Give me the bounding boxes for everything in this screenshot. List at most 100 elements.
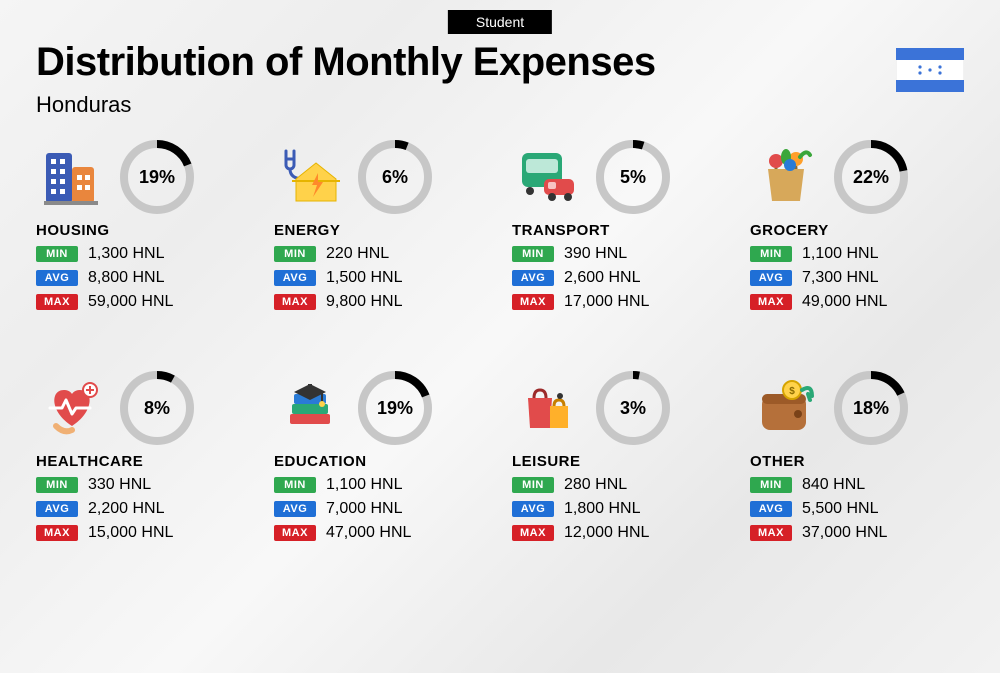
category-name: OTHER [750,453,964,470]
expense-card: 6% ENERGY MIN 220 HNL AVG 1,500 HNL MAX … [274,140,488,311]
avg-value: 2,200 HNL [88,500,165,518]
stat-avg-row: AVG 2,600 HNL [512,269,726,287]
min-value: 1,100 HNL [326,476,403,494]
max-badge: MAX [512,294,554,310]
stat-max-row: MAX 49,000 HNL [750,293,964,311]
other-icon: $ [750,372,822,444]
expense-card: 5% TRANSPORT MIN 390 HNL AVG 2,600 HNL M… [512,140,726,311]
avg-value: 2,600 HNL [564,269,641,287]
avg-badge: AVG [36,270,78,286]
stat-min-row: MIN 390 HNL [512,245,726,263]
stat-avg-row: AVG 7,300 HNL [750,269,964,287]
avg-value: 5,500 HNL [802,500,879,518]
stat-min-row: MIN 1,300 HNL [36,245,250,263]
stat-max-row: MAX 15,000 HNL [36,524,250,542]
stat-avg-row: AVG 7,000 HNL [274,500,488,518]
stat-avg-row: AVG 8,800 HNL [36,269,250,287]
category-name: LEISURE [512,453,726,470]
max-badge: MAX [36,525,78,541]
max-value: 49,000 HNL [802,293,887,311]
percent-value: 18% [834,371,908,445]
stat-max-row: MAX 9,800 HNL [274,293,488,311]
expense-card: 3% LEISURE MIN 280 HNL AVG 1,800 HNL MAX… [512,371,726,542]
stat-min-row: MIN 1,100 HNL [274,476,488,494]
max-badge: MAX [36,294,78,310]
transport-icon [512,141,584,213]
percent-value: 6% [358,140,432,214]
stat-min-row: MIN 840 HNL [750,476,964,494]
expense-card: 19% EDUCATION MIN 1,100 HNL AVG 7,000 HN… [274,371,488,542]
avg-value: 1,800 HNL [564,500,641,518]
avg-value: 7,000 HNL [326,500,403,518]
max-value: 37,000 HNL [802,524,887,542]
min-value: 390 HNL [564,245,627,263]
percent-value: 3% [596,371,670,445]
max-badge: MAX [750,525,792,541]
leisure-icon [512,372,584,444]
svg-text:$: $ [789,386,795,397]
percent-ring: 6% [358,140,432,214]
category-name: TRANSPORT [512,222,726,239]
max-value: 47,000 HNL [326,524,411,542]
avg-badge: AVG [512,270,554,286]
stat-max-row: MAX 17,000 HNL [512,293,726,311]
stat-max-row: MAX 37,000 HNL [750,524,964,542]
percent-ring: 19% [120,140,194,214]
avg-badge: AVG [750,501,792,517]
stat-min-row: MIN 220 HNL [274,245,488,263]
healthcare-icon [36,372,108,444]
expense-card: 22% GROCERY MIN 1,100 HNL AVG 7,300 HNL … [750,140,964,311]
stat-avg-row: AVG 1,500 HNL [274,269,488,287]
stat-min-row: MIN 280 HNL [512,476,726,494]
min-badge: MIN [36,477,78,493]
avg-badge: AVG [512,501,554,517]
min-value: 280 HNL [564,476,627,494]
min-badge: MIN [274,477,316,493]
stat-avg-row: AVG 1,800 HNL [512,500,726,518]
avg-badge: AVG [274,501,316,517]
grocery-icon [750,141,822,213]
percent-value: 5% [596,140,670,214]
expense-card: $ 18% OTHER MIN 840 HNL AVG 5,500 HNL MA… [750,371,964,542]
percent-value: 22% [834,140,908,214]
avg-badge: AVG [750,270,792,286]
category-name: ENERGY [274,222,488,239]
avg-value: 1,500 HNL [326,269,403,287]
percent-value: 8% [120,371,194,445]
min-value: 330 HNL [88,476,151,494]
percent-ring: 3% [596,371,670,445]
expense-card: 19% HOUSING MIN 1,300 HNL AVG 8,800 HNL … [36,140,250,311]
max-badge: MAX [274,294,316,310]
avg-value: 7,300 HNL [802,269,879,287]
avg-value: 8,800 HNL [88,269,165,287]
honduras-flag-icon [896,48,964,92]
stat-max-row: MAX 59,000 HNL [36,293,250,311]
category-name: EDUCATION [274,453,488,470]
category-name: GROCERY [750,222,964,239]
stat-max-row: MAX 12,000 HNL [512,524,726,542]
percent-value: 19% [120,140,194,214]
percent-ring: 22% [834,140,908,214]
stat-max-row: MAX 47,000 HNL [274,524,488,542]
min-badge: MIN [750,477,792,493]
energy-icon [274,141,346,213]
stat-avg-row: AVG 2,200 HNL [36,500,250,518]
min-value: 1,100 HNL [802,245,879,263]
percent-ring: 8% [120,371,194,445]
max-value: 12,000 HNL [564,524,649,542]
min-badge: MIN [750,246,792,262]
max-value: 9,800 HNL [326,293,403,311]
avg-badge: AVG [274,270,316,286]
percent-ring: 19% [358,371,432,445]
percent-value: 19% [358,371,432,445]
buildings-icon [36,141,108,213]
stat-avg-row: AVG 5,500 HNL [750,500,964,518]
percent-ring: 18% [834,371,908,445]
page-title: Distribution of Monthly Expenses [36,40,656,85]
percent-ring: 5% [596,140,670,214]
country-subtitle: Honduras [36,92,131,118]
max-badge: MAX [274,525,316,541]
max-badge: MAX [750,294,792,310]
student-tag: Student [448,10,552,34]
max-value: 17,000 HNL [564,293,649,311]
